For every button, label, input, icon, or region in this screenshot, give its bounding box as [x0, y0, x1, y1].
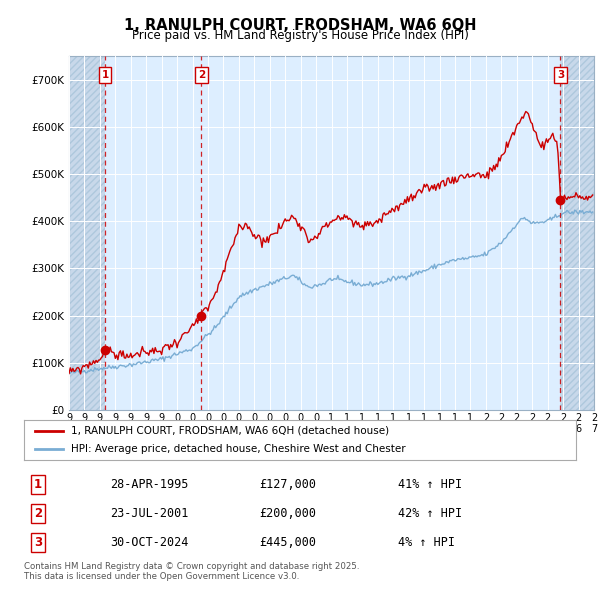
Text: £127,000: £127,000: [260, 478, 317, 491]
Text: Contains HM Land Registry data © Crown copyright and database right 2025.
This d: Contains HM Land Registry data © Crown c…: [24, 562, 359, 581]
Text: Price paid vs. HM Land Registry's House Price Index (HPI): Price paid vs. HM Land Registry's House …: [131, 30, 469, 42]
Text: HPI: Average price, detached house, Cheshire West and Chester: HPI: Average price, detached house, Ches…: [71, 444, 406, 454]
Text: 42% ↑ HPI: 42% ↑ HPI: [398, 507, 462, 520]
Text: 2: 2: [198, 70, 205, 80]
Text: £445,000: £445,000: [260, 536, 317, 549]
Polygon shape: [560, 56, 594, 410]
Text: 2: 2: [34, 507, 42, 520]
Text: 3: 3: [557, 70, 564, 80]
Polygon shape: [69, 56, 105, 410]
Text: 28-APR-1995: 28-APR-1995: [110, 478, 188, 491]
Text: 4% ↑ HPI: 4% ↑ HPI: [398, 536, 455, 549]
Text: 30-OCT-2024: 30-OCT-2024: [110, 536, 188, 549]
Text: 1: 1: [34, 478, 42, 491]
Text: 3: 3: [34, 536, 42, 549]
Text: 1: 1: [101, 70, 109, 80]
Text: £200,000: £200,000: [260, 507, 317, 520]
Text: 1, RANULPH COURT, FRODSHAM, WA6 6QH (detached house): 1, RANULPH COURT, FRODSHAM, WA6 6QH (det…: [71, 426, 389, 436]
Text: 1, RANULPH COURT, FRODSHAM, WA6 6QH: 1, RANULPH COURT, FRODSHAM, WA6 6QH: [124, 18, 476, 32]
Text: 23-JUL-2001: 23-JUL-2001: [110, 507, 188, 520]
Text: 41% ↑ HPI: 41% ↑ HPI: [398, 478, 462, 491]
